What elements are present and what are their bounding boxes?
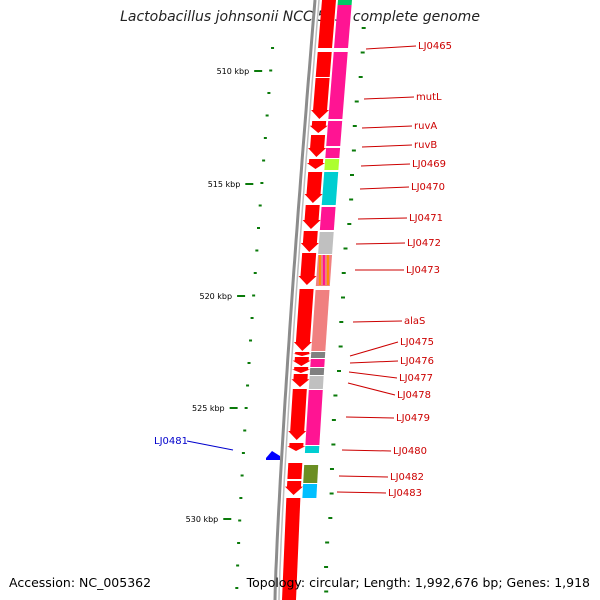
category-block xyxy=(304,446,320,453)
gene-label-LJ0479: LJ0479 xyxy=(396,413,430,424)
leader-line xyxy=(347,382,396,396)
category-block xyxy=(328,52,348,119)
leader-line xyxy=(363,96,415,100)
gene-label-LJ0478: LJ0478 xyxy=(397,390,431,401)
leader-line xyxy=(361,125,413,129)
gene-arrow xyxy=(311,78,330,119)
ruler-label: 515 kbp xyxy=(208,180,241,189)
category-block xyxy=(334,5,352,48)
gene-label-LJ0465: LJ0465 xyxy=(418,41,452,52)
gene-arrow xyxy=(306,159,325,169)
leader-line xyxy=(338,475,389,478)
backbone-line xyxy=(278,0,320,600)
ruler-label: 525 kbp xyxy=(192,404,225,413)
leader-line xyxy=(361,144,413,148)
category-block xyxy=(310,359,325,367)
category-block xyxy=(302,484,318,498)
gene-label-LJ0472: LJ0472 xyxy=(407,238,441,249)
gene-arrow xyxy=(309,121,328,133)
leader-line xyxy=(357,217,408,220)
gene-label-LJ0483: LJ0483 xyxy=(388,488,422,499)
category-block xyxy=(324,159,340,170)
gene-label-ruvA: ruvA xyxy=(414,121,437,132)
gene-arrow xyxy=(284,481,303,495)
category-block xyxy=(325,148,341,158)
category-stripe xyxy=(326,255,329,285)
category-block xyxy=(308,376,324,389)
leader-line xyxy=(355,242,406,245)
gene-labels: LJ0465 mutL ruvA ruvB LJ0469 LJ0470 LJ0471 LJ04… xyxy=(154,41,452,499)
gene-arrow xyxy=(288,389,307,440)
gene-label-LJ0481: LJ0481 xyxy=(154,436,188,447)
gene-arrow xyxy=(282,498,301,600)
accession-text: Accession: NC_005362 xyxy=(9,575,152,590)
gene-arrow xyxy=(293,352,312,356)
gene-label-mutL: mutL xyxy=(416,92,442,103)
gene-arrow xyxy=(315,52,332,77)
category-block xyxy=(311,290,330,351)
gene-label-LJ0473: LJ0473 xyxy=(406,265,440,276)
leader-line xyxy=(348,371,398,379)
leader-line xyxy=(365,45,417,50)
gene-label-LJ0471: LJ0471 xyxy=(409,213,443,224)
gene-arrow xyxy=(287,463,303,479)
gene-label-LJ0480: LJ0480 xyxy=(393,446,427,457)
category-strip xyxy=(302,0,352,498)
category-block xyxy=(305,390,323,445)
leader-line xyxy=(352,320,403,323)
gene-arrow xyxy=(304,172,323,203)
gene-label-LJ0470: LJ0470 xyxy=(411,182,445,193)
category-stripe xyxy=(322,255,325,285)
category-block xyxy=(337,0,352,5)
gene-label-LJ0475: LJ0475 xyxy=(400,337,434,348)
gene-arrow xyxy=(291,374,310,387)
gene-arrow xyxy=(292,357,311,366)
ruler-label: 520 kbp xyxy=(199,292,232,301)
gene-arrow xyxy=(300,231,319,252)
category-block xyxy=(319,207,336,230)
leader-line xyxy=(360,163,411,167)
gene-label-LJ0482: LJ0482 xyxy=(390,472,424,483)
gene-arrow xyxy=(293,289,314,351)
gene-arrow xyxy=(292,367,311,373)
gene-label-LJ0469: LJ0469 xyxy=(412,159,446,170)
category-block xyxy=(310,352,326,358)
gene-label-LJ0476: LJ0476 xyxy=(400,356,434,367)
backbone-line xyxy=(273,0,317,600)
leader-line xyxy=(336,491,387,494)
leader-line xyxy=(349,360,399,364)
category-block xyxy=(326,121,343,146)
category-block xyxy=(318,232,334,254)
ruler-label: 510 kbp xyxy=(217,67,250,76)
gene-arrow xyxy=(302,205,321,229)
gene-arrow xyxy=(318,0,336,48)
leader-line xyxy=(359,186,410,190)
category-stripe xyxy=(318,255,321,285)
map-title: Lactobacillus johnsonii NCC 533, complet… xyxy=(120,9,480,25)
leader-line xyxy=(186,440,234,451)
gene-arrow xyxy=(287,443,306,451)
gene-marker-LJ0481 xyxy=(266,451,280,460)
leader-line xyxy=(341,449,392,452)
category-block xyxy=(303,465,319,483)
category-block xyxy=(309,368,325,375)
gene-label-LJ0477: LJ0477 xyxy=(399,373,433,384)
gene-arrow xyxy=(308,135,327,157)
ruler: 510 kbp 515 kbp 520 kbp 525 kbp 530 kbp xyxy=(186,67,263,524)
gene-arrow xyxy=(298,253,317,285)
backbone xyxy=(273,0,320,600)
genome-summary-text: Topology: circular; Length: 1,992,676 bp… xyxy=(246,575,590,590)
category-block xyxy=(321,172,339,205)
leader-line xyxy=(349,341,399,357)
gene-label-alaS: alaS xyxy=(404,316,425,327)
tick-marks xyxy=(235,27,366,593)
gene-label-ruvB: ruvB xyxy=(414,140,437,151)
leader-line xyxy=(345,416,395,419)
gene-features xyxy=(266,0,336,600)
ruler-label: 530 kbp xyxy=(186,515,219,524)
